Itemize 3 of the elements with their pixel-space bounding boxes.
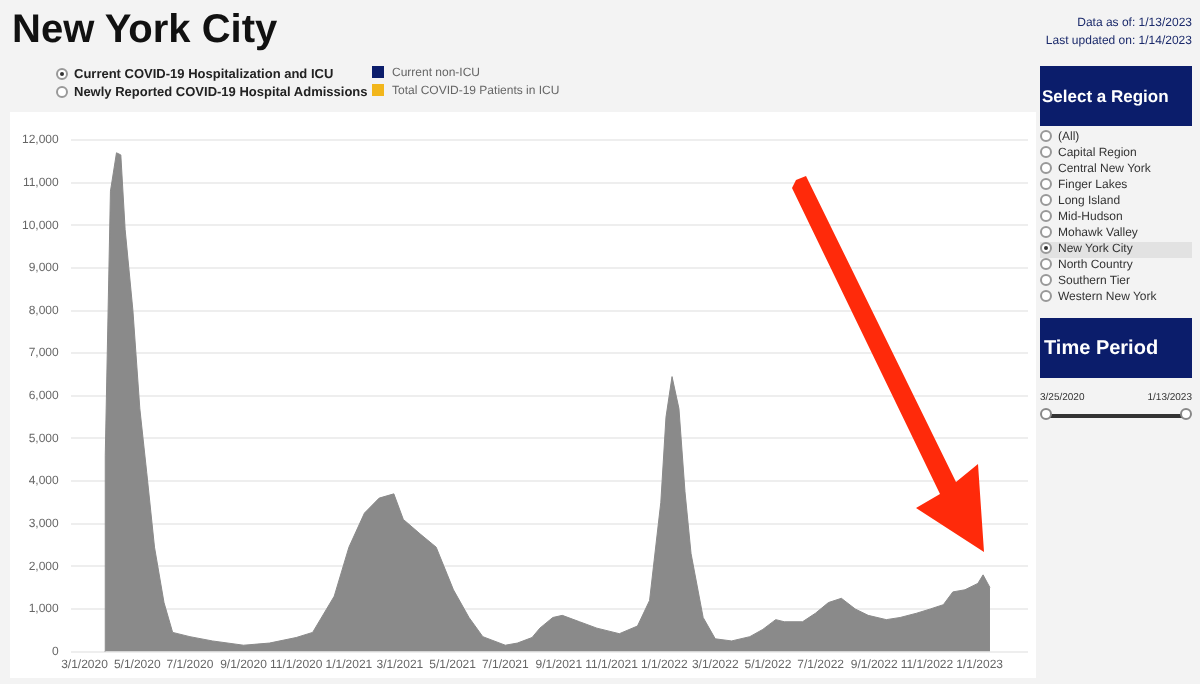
text: Time Period: [1040, 318, 1192, 378]
chart-title: New York City: [12, 8, 278, 54]
text: Select a Region: [1040, 66, 1192, 126]
